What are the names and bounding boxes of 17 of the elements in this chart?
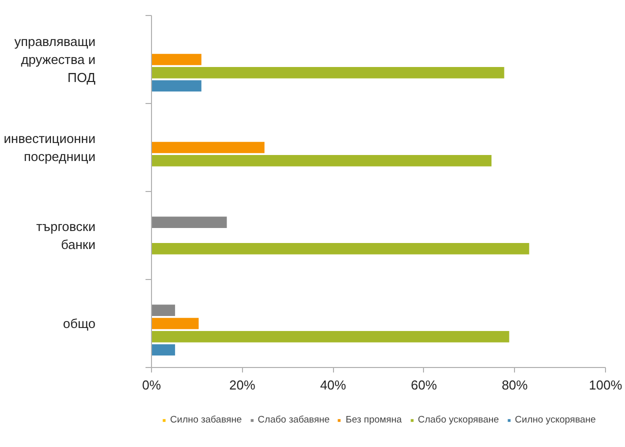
bar <box>152 242 530 256</box>
y-tick-label: управляващи дружества и ПОД <box>14 34 96 85</box>
legend-label: Силно ускоряване <box>514 414 596 426</box>
x-tick-label: 40% <box>320 378 347 392</box>
legend-label: Слабо ускоряване <box>418 414 499 426</box>
x-tick-label: 20% <box>229 378 256 392</box>
x-tick-label: 100% <box>588 378 623 392</box>
x-tick-label: 0% <box>142 378 162 392</box>
y-tick-label: инвестиционни посредници <box>4 131 96 164</box>
y-tick-label: общо <box>63 316 96 331</box>
legend-label: Без промяна <box>346 414 402 426</box>
bar <box>152 216 228 229</box>
x-tick-label: 60% <box>410 378 438 392</box>
x-tick-label: 80% <box>502 378 528 392</box>
y-tick-label: търговски банки <box>36 219 96 252</box>
legend-label: Слабо забавяне <box>258 414 330 426</box>
legend-label: Силно забавяне <box>170 414 242 426</box>
